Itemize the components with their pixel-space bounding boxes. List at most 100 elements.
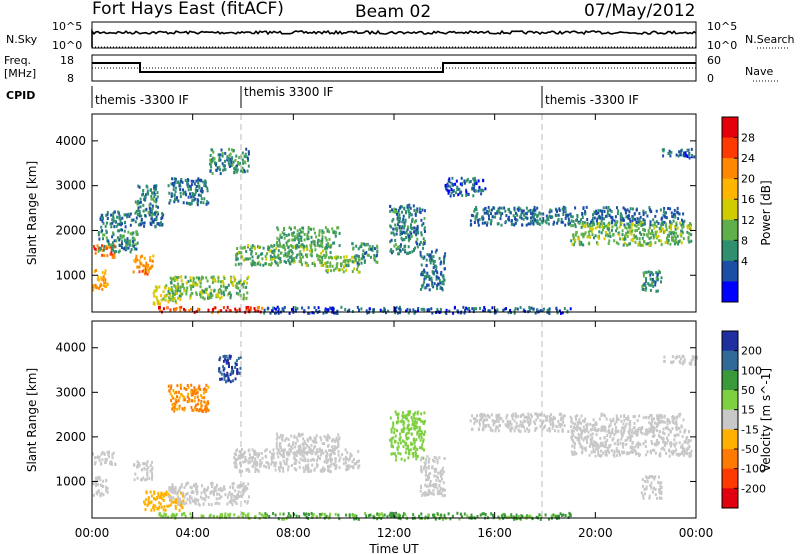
echo-cell	[666, 236, 668, 240]
power-data-cells	[92, 147, 696, 315]
echo-cell	[641, 426, 644, 430]
echo-cell	[607, 224, 610, 227]
echo-cell	[145, 462, 148, 466]
echo-cell	[181, 180, 184, 184]
echo-cell	[193, 182, 196, 186]
echo-cell	[217, 279, 220, 283]
echo-cell	[371, 308, 374, 312]
echo-cell	[171, 394, 174, 398]
echo-cell	[230, 160, 233, 164]
echo-cell	[293, 456, 296, 460]
echo-cell	[278, 244, 281, 248]
echo-cell	[648, 236, 651, 240]
echo-cell	[472, 177, 475, 181]
echo-cell	[620, 450, 623, 454]
echo-cell	[230, 495, 233, 499]
echo-cell	[418, 417, 421, 421]
echo-cell	[247, 460, 250, 464]
echo-cell	[229, 512, 232, 516]
echo-cell	[326, 439, 329, 442]
echo-cell	[117, 250, 120, 254]
echo-cell	[405, 433, 407, 437]
echo-cell	[684, 151, 687, 155]
echo-cell	[259, 263, 262, 267]
echo-cell	[686, 224, 689, 228]
echo-cell	[649, 209, 652, 213]
echo-cell	[232, 149, 235, 152]
echo-cell	[688, 223, 691, 227]
echo-cell	[420, 233, 423, 237]
echo-cell	[220, 372, 223, 376]
echo-cell	[426, 308, 429, 312]
echo-cell	[245, 249, 248, 253]
echo-cell	[507, 425, 509, 429]
echo-cell	[434, 250, 437, 254]
echo-cell	[447, 184, 450, 188]
echo-cell	[528, 428, 531, 432]
echo-cell	[606, 209, 609, 213]
echo-cell	[256, 262, 259, 266]
echo-cell	[101, 458, 104, 462]
echo-cell	[190, 405, 193, 409]
echo-cell	[319, 260, 322, 263]
echo-cell	[224, 357, 227, 361]
echo-cell	[403, 206, 406, 210]
echo-cell	[257, 245, 259, 249]
echo-cell	[321, 229, 324, 233]
echo-cell	[184, 515, 187, 519]
echo-cell	[304, 459, 307, 463]
echo-cell	[250, 245, 253, 249]
y-tick-label: 1000	[55, 268, 86, 282]
echo-cell	[543, 307, 545, 311]
echo-cell	[646, 450, 649, 454]
echo-cell	[659, 208, 662, 212]
echo-cell	[613, 223, 616, 227]
echo-cell	[410, 213, 413, 217]
echo-cell	[400, 226, 403, 230]
echo-cell	[604, 440, 607, 444]
echo-cell	[306, 237, 309, 241]
echo-cell	[105, 213, 108, 217]
echo-cell	[489, 428, 492, 432]
echo-cell	[189, 276, 192, 280]
echo-cell	[236, 368, 239, 371]
echo-cell	[101, 244, 103, 248]
echo-cell	[604, 233, 607, 237]
echo-cell	[657, 414, 660, 418]
echo-cell	[619, 237, 621, 241]
echo-cell	[676, 206, 679, 210]
echo-cell	[291, 258, 294, 262]
echo-cell	[619, 223, 622, 227]
echo-cell	[629, 220, 632, 223]
echo-cell	[548, 210, 551, 214]
echo-cell	[433, 282, 436, 286]
echo-cell	[425, 274, 428, 278]
echo-cell	[203, 387, 206, 391]
echo-cell	[390, 231, 393, 235]
echo-cell	[488, 415, 491, 419]
echo-cell	[168, 389, 171, 393]
echo-cell	[396, 245, 399, 249]
echo-cell	[186, 395, 189, 399]
echo-cell	[306, 233, 309, 236]
echo-cell	[484, 418, 486, 422]
echo-cell	[206, 279, 209, 283]
echo-cell	[686, 230, 689, 234]
echo-cell	[200, 406, 203, 409]
echo-cell	[301, 452, 304, 456]
echo-cell	[609, 432, 612, 436]
echo-cell	[322, 263, 325, 267]
echo-cell	[654, 451, 657, 455]
echo-cell	[686, 148, 689, 152]
echo-cell	[420, 470, 423, 474]
echo-cell	[530, 415, 533, 419]
echo-cell	[455, 179, 458, 183]
echo-cell	[373, 308, 375, 312]
echo-cell	[653, 221, 656, 225]
echo-cell	[568, 220, 570, 223]
echo-cell	[345, 263, 348, 267]
echo-cell	[311, 262, 314, 265]
echo-cell	[392, 210, 395, 214]
echo-cell	[436, 276, 439, 280]
echo-cell	[636, 228, 638, 232]
